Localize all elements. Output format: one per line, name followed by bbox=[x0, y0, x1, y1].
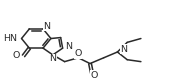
Text: N: N bbox=[120, 45, 127, 54]
Text: O: O bbox=[12, 51, 20, 60]
Text: HN: HN bbox=[3, 34, 17, 43]
Text: O: O bbox=[75, 49, 82, 58]
Text: N: N bbox=[66, 42, 73, 51]
Text: N: N bbox=[43, 22, 50, 30]
Text: N: N bbox=[49, 54, 56, 63]
Text: O: O bbox=[90, 71, 98, 80]
